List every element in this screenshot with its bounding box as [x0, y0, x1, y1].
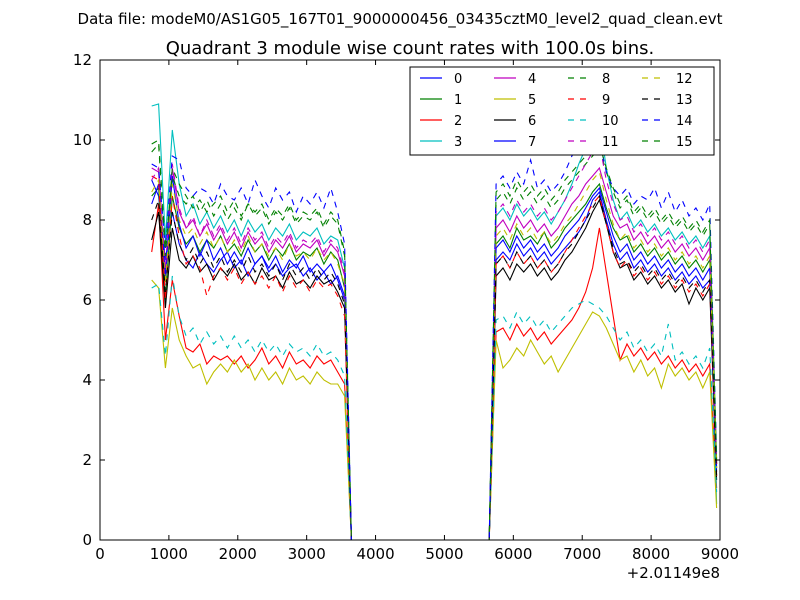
x-tick-label: 2000 [219, 545, 257, 563]
y-tick-label: 2 [82, 451, 92, 469]
legend-label-8: 8 [602, 72, 610, 87]
legend-label-5: 5 [528, 93, 536, 108]
series-line-0 [151, 179, 718, 540]
y-tick-label: 4 [82, 371, 92, 389]
x-tick-label: 0 [95, 545, 105, 563]
x-tick-label: 3000 [288, 545, 326, 563]
legend-label-2: 2 [454, 114, 462, 129]
legend-label-1: 1 [454, 93, 462, 108]
legend-label-11: 11 [602, 135, 619, 150]
series-line-8 [151, 139, 718, 540]
series-line-12 [151, 170, 718, 540]
x-axis: 0 1000 2000 3000 4000 5000 6000 7000 8000 9000 [95, 60, 739, 563]
series-line-4 [151, 166, 718, 540]
x-tick-label: 7000 [563, 545, 601, 563]
series-line-5 [151, 279, 718, 540]
legend-label-0: 0 [454, 72, 462, 87]
x-tick-label: 8000 [632, 545, 670, 563]
legend-label-3: 3 [454, 135, 462, 150]
x-tick-label: 5000 [425, 545, 463, 563]
chart-title: Quadrant 3 module wise count rates with … [166, 38, 655, 59]
legend-label-15: 15 [676, 135, 693, 150]
legend-label-12: 12 [676, 72, 693, 87]
legend-label-4: 4 [528, 72, 536, 87]
legend-label-10: 10 [602, 114, 619, 129]
legend-label-14: 14 [676, 114, 693, 129]
series-line-13 [151, 194, 718, 540]
x-tick-label: 4000 [356, 545, 394, 563]
series-line-1 [151, 182, 718, 540]
y-tick-label: 6 [82, 291, 92, 309]
series-line-6 [151, 198, 718, 540]
legend-label-6: 6 [528, 114, 536, 129]
series-line-7 [151, 175, 718, 540]
series-line-14 [151, 131, 718, 540]
y-tick-label: 0 [82, 531, 92, 549]
y-tick-label: 10 [73, 131, 92, 149]
series-line-10 [151, 275, 718, 540]
y-tick-label: 12 [73, 51, 92, 69]
series-layer [151, 103, 718, 540]
legend-label-7: 7 [528, 135, 536, 150]
legend-box [409, 66, 715, 156]
x-tick-label: 9000 [701, 545, 739, 563]
x-tick-label: 1000 [150, 545, 188, 563]
series-line-2 [151, 203, 718, 540]
figure-suptitle: Data file: modeM0/AS1G05_167T01_90000004… [78, 10, 723, 29]
x-axis-offset-label: +2.01149e8 [627, 564, 720, 582]
series-line-9 [151, 175, 718, 540]
legend-label-9: 9 [602, 93, 610, 108]
series-line-3 [151, 103, 718, 540]
legend-label-13: 13 [676, 93, 693, 108]
x-tick-label: 6000 [494, 545, 532, 563]
y-tick-label: 8 [82, 211, 92, 229]
series-line-11 [151, 142, 718, 540]
